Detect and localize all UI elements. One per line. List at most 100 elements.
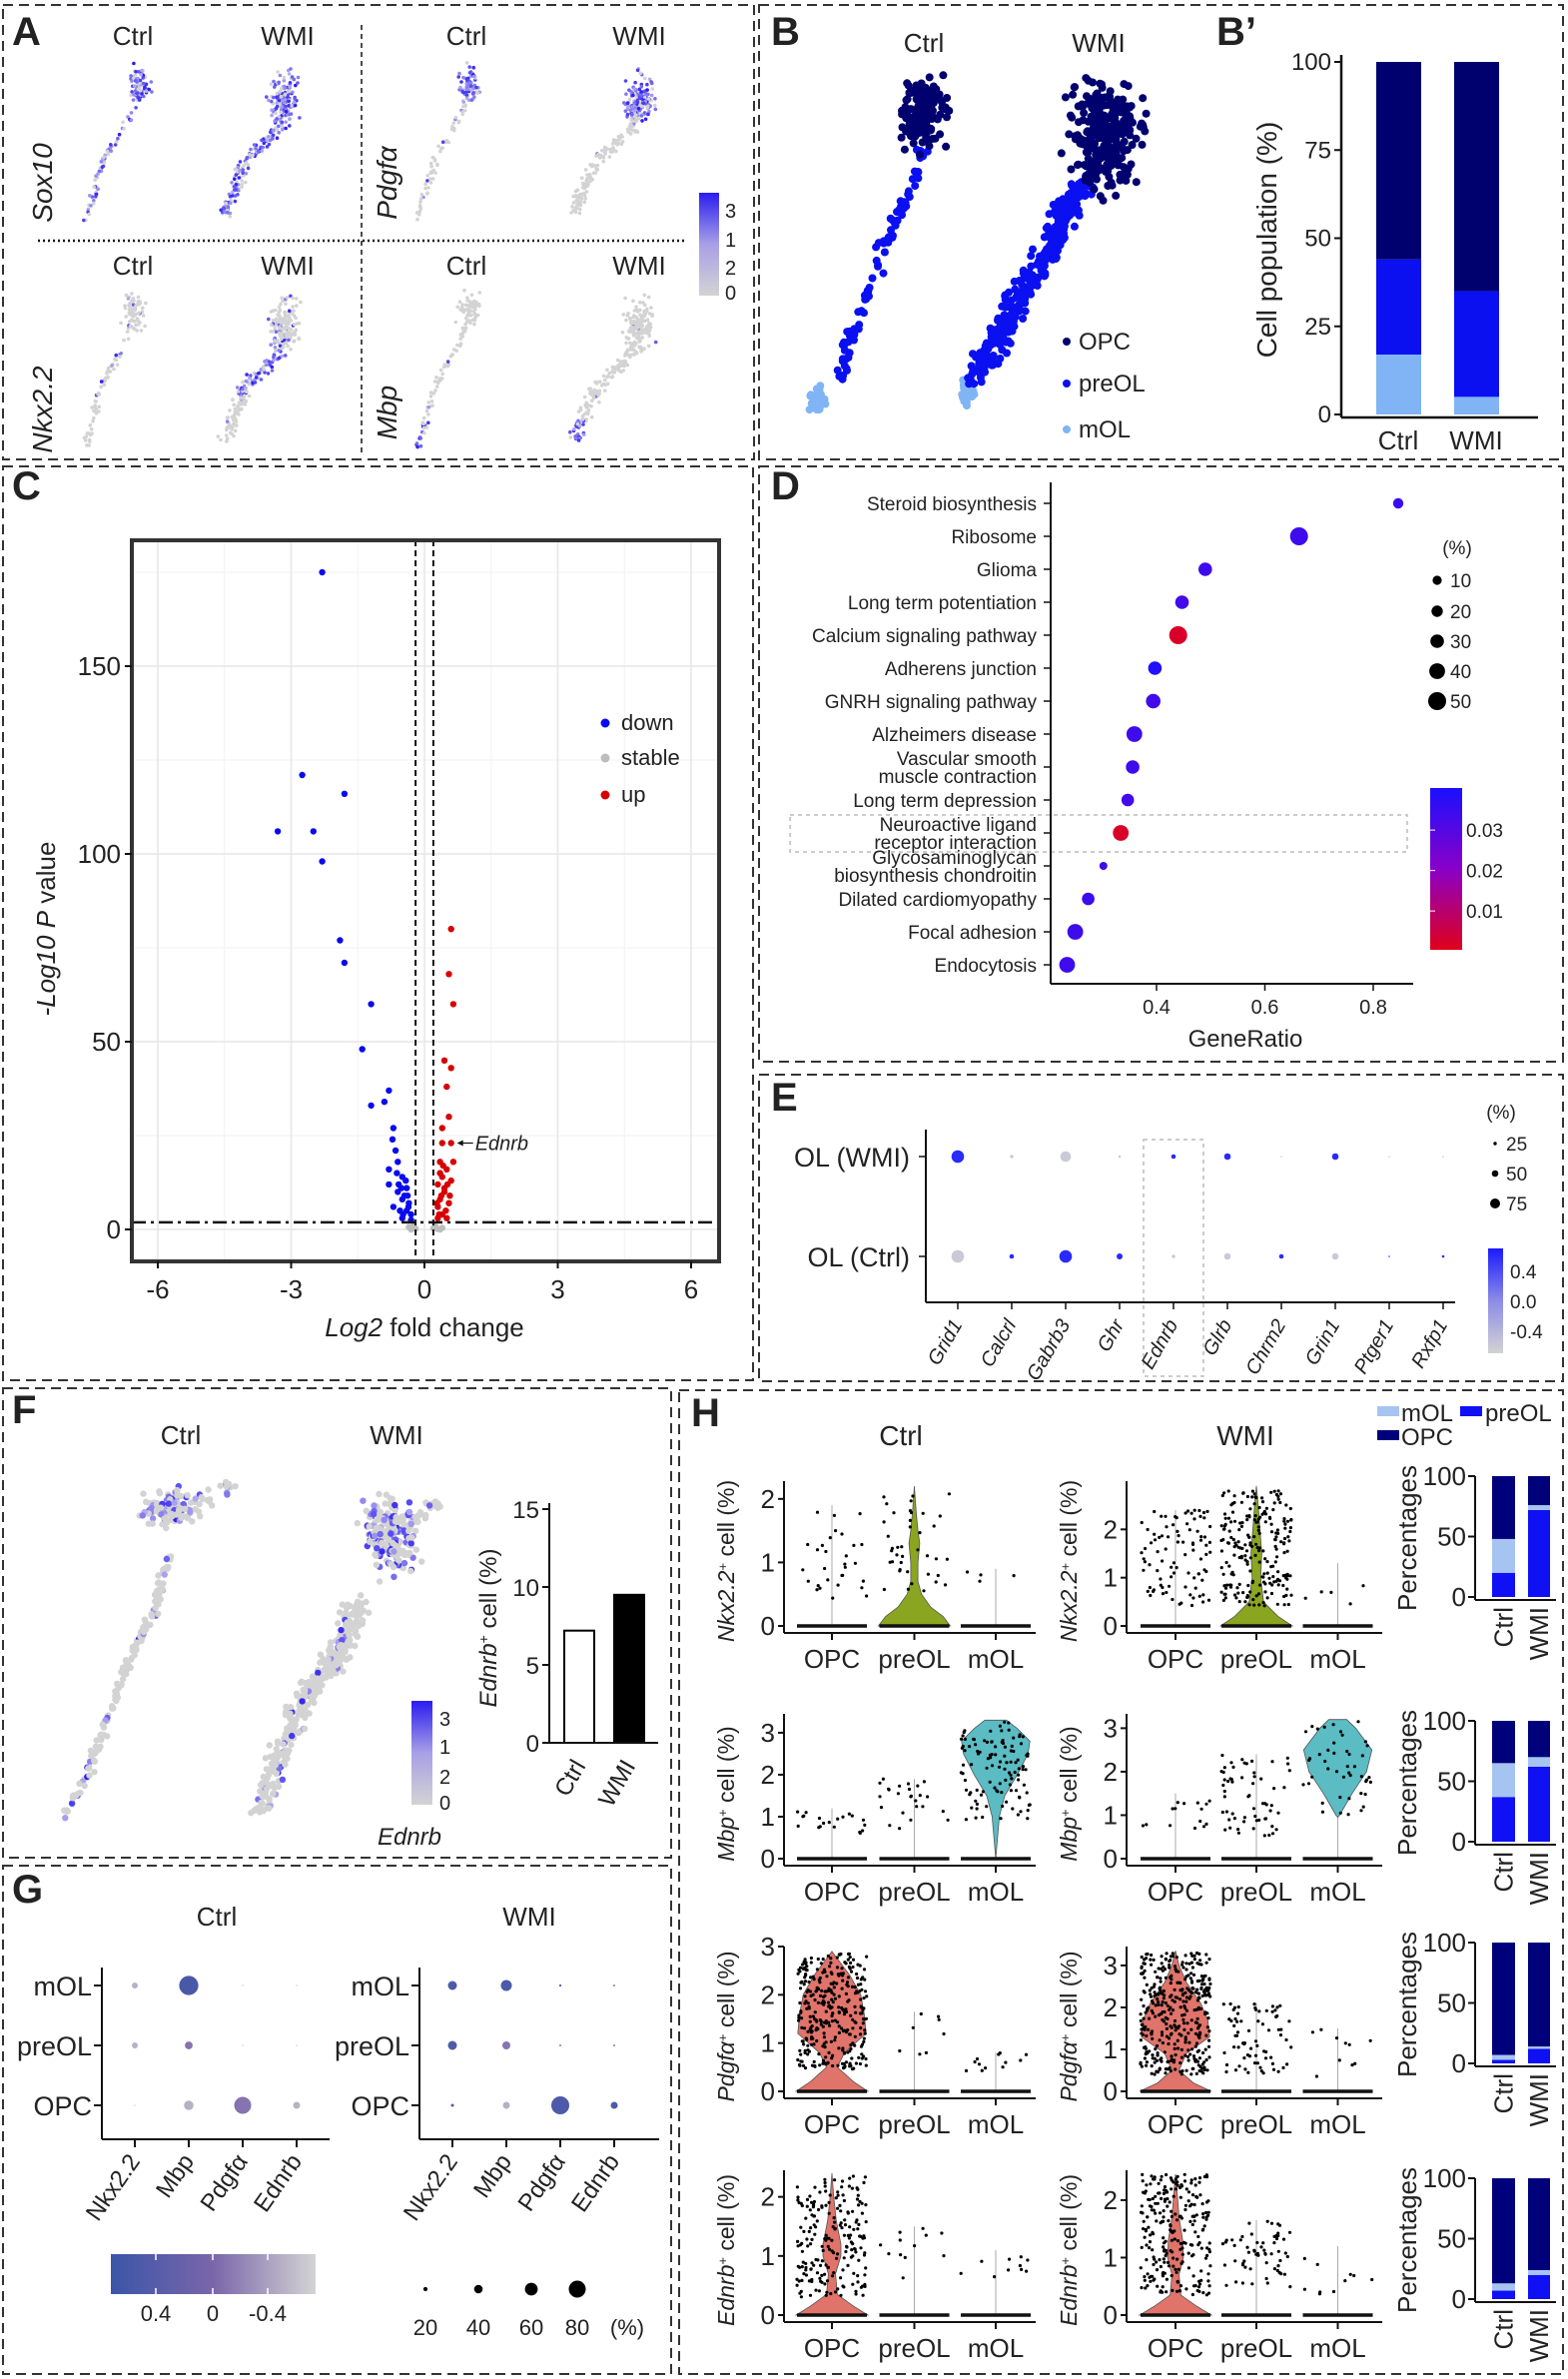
violin-point [907,1787,912,1792]
umap-point [283,92,288,97]
violin-point [851,1965,855,1970]
umap-point [320,1656,327,1663]
violin-point [1272,1787,1276,1791]
violin-point [998,1760,1003,1764]
violin-point [858,2061,863,2066]
violin-point [841,1573,845,1577]
umap-point [236,404,241,409]
violin-point [899,1560,903,1565]
umap-point [277,319,281,323]
violin-point [1303,1730,1308,1734]
umap-point [631,299,635,304]
umap-point-preOL [865,284,874,292]
umap-point [625,353,630,358]
violin-point [1172,1523,1176,1527]
umap-point [343,1604,351,1612]
violin-point [998,1724,1003,1728]
umap-point-OPC [1079,116,1088,125]
violin-point [1347,1797,1351,1801]
violin-point [1243,1558,1247,1562]
umap-point [237,176,242,180]
violin-point [1262,1572,1266,1576]
violin-point [860,2042,865,2046]
umap-point [278,102,282,106]
violin-point [1352,1765,1356,1769]
umap-point [469,98,474,102]
volcano-point-up [437,1192,445,1199]
violin-point [1146,1589,1150,1593]
violin-point [1323,1759,1327,1764]
umap-point-OPC [1095,166,1104,175]
violin-point [865,1994,869,1998]
violin-point [1174,1515,1177,1519]
umap-point [594,381,599,385]
umap-point [273,85,277,89]
umap-point [131,319,135,323]
umap-point [280,105,285,109]
umap-point [625,348,630,353]
umap-point [155,1601,162,1608]
umap-point [132,92,136,97]
umap-point [379,1548,386,1555]
umap-point [279,302,283,307]
term-label: Calcium signaling pathway [812,626,1037,647]
umap-point [294,316,299,321]
umap-point [418,1558,425,1565]
umap-point [290,312,295,316]
umap-point [334,1659,341,1666]
umap-point [630,112,634,117]
ednrb-umap-WMI [248,1490,443,1817]
marker-dot [559,2044,561,2046]
umap-point [139,1512,146,1519]
violin-point [797,2018,801,2022]
violin-point [1272,1580,1276,1584]
umap-point [458,337,463,341]
umap-point [576,438,581,442]
umap-point [610,375,615,379]
violin-point [853,1561,858,1565]
umap-point [131,98,136,102]
text-span: + [715,1809,730,1817]
umap-point [571,208,576,213]
umap-point [130,299,134,304]
text-span: + [715,1563,730,1571]
umap-point [428,177,432,181]
umap-point-preOL [843,328,852,337]
violin-point [849,1970,854,1974]
umap-point [436,144,440,149]
umap-point [407,1567,414,1575]
umap-point [288,309,292,314]
violin-point [860,1542,864,1547]
violin-point [1231,1765,1235,1769]
umap-point [68,1800,76,1807]
violin-point [962,1730,966,1735]
umap-point [302,1714,309,1722]
umap-point [223,210,227,214]
colorbar-tick-label: 3 [439,1709,450,1731]
umap-point [134,106,138,110]
colorbar-tick-label: 1 [439,1737,450,1759]
volcano-point-down [389,1136,396,1144]
umap-point [136,295,141,300]
violin-point [836,2063,840,2067]
umap-point [266,1742,273,1749]
condition-title: WMI [1216,1420,1274,1451]
violin-point [821,2024,825,2028]
violin-point [815,2038,819,2043]
umap-point-preOL [1006,311,1015,320]
condition-title: WMI [502,1902,555,1932]
umap-point [274,308,278,313]
violin-point [1361,1805,1365,1809]
volcano-point-down [403,1192,411,1199]
umap-point [235,386,240,390]
umap-point [637,345,641,350]
violin-point [821,1971,825,1975]
legend-label: down [621,710,674,735]
umap-point [274,323,279,327]
panel-B-border [758,4,1564,460]
violin-point [1183,1511,1187,1515]
violin-point [854,2010,858,2014]
